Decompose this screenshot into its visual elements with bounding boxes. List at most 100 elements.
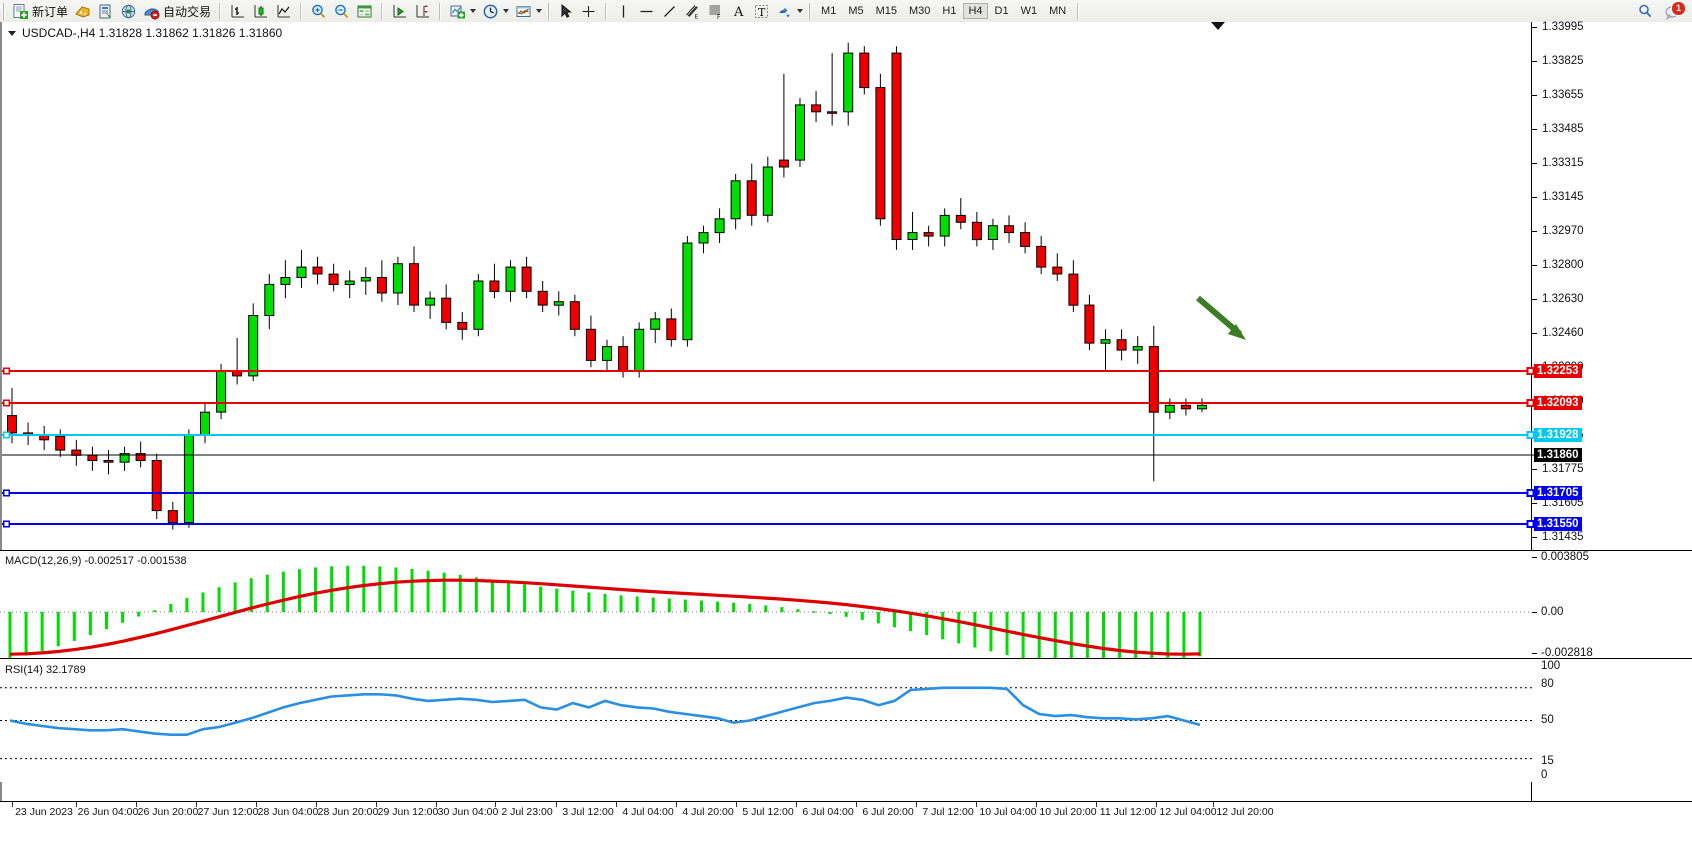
svg-text:F: F [717, 14, 721, 20]
zoom-out-icon [333, 3, 350, 20]
period-button[interactable] [479, 1, 512, 21]
new-order-icon [12, 3, 29, 20]
timeframe-m15[interactable]: M15 [875, 5, 897, 17]
navigator-button[interactable] [117, 1, 140, 21]
channel-icon: E [684, 3, 701, 20]
time-axis-label: 10 Jul 20:00 [1039, 806, 1097, 818]
vertical-line-icon [615, 3, 632, 20]
timeframe-h1[interactable]: H1 [942, 5, 957, 17]
toolbar-right-group: 1 [1637, 0, 1692, 20]
bar-chart-icon [229, 3, 246, 20]
timeframe-toolbar-grip[interactable] [808, 2, 812, 20]
auto-scroll-button[interactable] [388, 1, 411, 21]
indicators-caret-icon[interactable] [470, 9, 477, 13]
price-tick-label: 1.32800 [1542, 259, 1584, 271]
templates-button[interactable] [512, 1, 545, 21]
time-tick [1213, 802, 1214, 807]
candlestick-series [7, 42, 1207, 530]
data-window-button[interactable] [353, 1, 376, 21]
time-axis-label: 12 Jul 04:00 [1159, 806, 1217, 818]
timeframe-m1[interactable]: M1 [821, 5, 837, 17]
price-marker-label[interactable]: 1.31928 [1534, 428, 1582, 442]
search-icon[interactable] [1637, 3, 1654, 20]
svg-text:T: T [758, 6, 766, 19]
bar-chart-button[interactable] [226, 1, 249, 21]
price-marker-label[interactable]: 1.32093 [1534, 396, 1582, 410]
price-pane[interactable]: USDCAD-,H4 1.31828 1.31862 1.31826 1.318… [0, 22, 1535, 823]
price-marker-label[interactable]: 1.31550 [1534, 517, 1582, 531]
chart-canvas[interactable]: 1.33995 1.33825 1.33655 1.33485 1.33315 1.331… [0, 21, 1692, 845]
price-marker-label[interactable]: 1.31705 [1534, 486, 1582, 500]
time-tick [495, 802, 496, 807]
add-indicator-icon [449, 3, 466, 20]
time-tick [736, 802, 737, 807]
auto-trading-button[interactable]: 自动交易 [140, 1, 214, 21]
chart-top-marker-icon [1211, 22, 1225, 30]
timeframe-m30[interactable]: M30 [909, 5, 931, 17]
toolbar-separator-1 [219, 2, 222, 20]
clock-icon [482, 3, 499, 20]
symbol-ohlc-text: USDCAD-,H4 1.31828 1.31862 1.31826 1.318… [22, 26, 283, 40]
macd-pane[interactable]: MACD(12,26,9) -0.002517 -0.001538 0.0038… [0, 551, 1692, 668]
text-label-button[interactable]: T [750, 1, 773, 21]
expert-advisors-button[interactable] [71, 1, 94, 21]
time-axis[interactable]: 23 Jun 2023 26 Jun 04:00 26 Jun 20:00 27 Ju… [0, 801, 1692, 824]
period-caret-icon[interactable] [503, 9, 510, 13]
time-tick [1096, 802, 1097, 807]
line-chart-button[interactable] [272, 1, 295, 21]
rsi-pane[interactable]: RSI(14) 32.1789 100 80 50 15 0 [0, 660, 1692, 782]
new-order-button[interactable]: 新订单 [9, 1, 71, 21]
drawing-toolbar-grip[interactable] [547, 2, 551, 20]
time-axis-label: 4 Jul 20:00 [682, 806, 734, 818]
equidistant-channel-button[interactable]: E [681, 1, 704, 21]
crosshair-tool-button[interactable] [577, 1, 600, 21]
macd-series [0, 565, 1532, 668]
zoom-out-button[interactable] [330, 1, 353, 21]
grid-table-icon [356, 3, 373, 20]
text-tool-button[interactable]: A [727, 1, 750, 21]
notifications-button[interactable]: 1 [1664, 0, 1686, 20]
trendline-button[interactable] [658, 1, 681, 21]
time-tick [256, 802, 257, 807]
time-axis-label: 3 Jul 12:00 [562, 806, 614, 818]
timeframe-d1[interactable]: D1 [994, 5, 1009, 17]
toolbar-separator-2 [300, 2, 303, 20]
toolbar-grip[interactable] [2, 2, 5, 20]
auto-trading-label: 自动交易 [163, 4, 212, 19]
candlestick-chart-button[interactable] [249, 1, 272, 21]
price-marker-label[interactable]: 1.31860 [1534, 448, 1582, 462]
time-tick [556, 802, 557, 807]
chart-shift-button[interactable] [411, 1, 434, 21]
price-marker-label[interactable]: 1.32253 [1534, 364, 1582, 378]
arrow-annotation[interactable] [2, 22, 1534, 552]
macd-axis-label: 0.003805 [1541, 551, 1589, 563]
text-label-icon: T [753, 3, 770, 20]
cursor-tool-button[interactable] [554, 1, 577, 21]
macd-axis-tick [1532, 557, 1537, 558]
timeframe-m5[interactable]: M5 [848, 5, 864, 17]
time-tick [796, 802, 797, 807]
text-icon: A [730, 3, 747, 20]
arrows-tool-button[interactable] [773, 1, 806, 21]
time-tick [196, 802, 197, 807]
arrows-caret-icon[interactable] [797, 9, 804, 13]
price-tick [1532, 163, 1537, 164]
time-tick [12, 802, 13, 807]
price-tick-label: 1.32970 [1542, 225, 1584, 237]
vertical-line-button[interactable] [612, 1, 635, 21]
timeframe-mn[interactable]: MN [1049, 5, 1067, 17]
indicators-button[interactable] [446, 1, 479, 21]
price-tick [1532, 197, 1537, 198]
notification-badge: 1 [1671, 0, 1686, 16]
timeframe-w1[interactable]: W1 [1020, 5, 1038, 17]
templates-caret-icon[interactable] [536, 9, 543, 13]
terminal-button[interactable] [94, 1, 117, 21]
chart-menu-caret-icon[interactable] [8, 30, 16, 36]
fibonacci-button[interactable]: F [704, 1, 727, 21]
horizontal-line-button[interactable] [635, 1, 658, 21]
price-level-lines[interactable] [2, 22, 1535, 552]
timeframe-h4[interactable]: H4 [963, 3, 988, 19]
time-axis-label: 11 Jul 12:00 [1099, 806, 1157, 818]
zoom-in-button[interactable] [307, 1, 330, 21]
horizontal-line-icon [638, 3, 655, 20]
